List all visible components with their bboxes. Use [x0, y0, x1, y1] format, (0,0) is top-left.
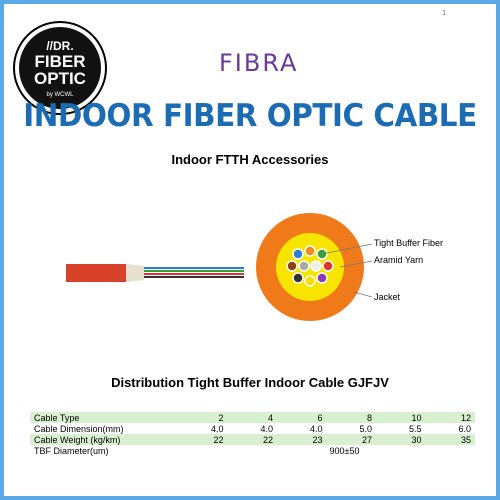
- diagram-label: Aramid Yarn: [374, 255, 424, 265]
- table-cell: 5.5: [408, 423, 422, 434]
- table-row: Cable Dimension(mm) 4.0 4.0 4.0 5.0 5.5 6.0: [30, 423, 475, 434]
- badge: //DR. FIBER OPTIC by WCWL: [13, 21, 107, 115]
- table-cell: Cable Type: [30, 412, 178, 423]
- table-row: Cable Weight (kg/km) 22 22 23 27 30 35: [30, 434, 475, 445]
- badge-text: by WCWL: [47, 92, 75, 98]
- diagram-label: Jacket: [374, 292, 401, 302]
- table-cell: 8: [326, 412, 376, 423]
- page-number: 1: [442, 10, 446, 17]
- table-cell: 22: [227, 434, 277, 445]
- table-cell: 10: [376, 412, 426, 423]
- table-cell: 6: [277, 412, 327, 423]
- table-cell: 6.0: [458, 423, 471, 434]
- table-cell: 22: [178, 434, 228, 445]
- brand: FIBRA: [219, 49, 299, 77]
- badge-text: //DR.: [46, 39, 73, 53]
- spec-table: Cable Type 2 4 6 8 10 12 Cable Dimension(mm) 4.0…: [30, 412, 475, 456]
- table-row: TBF Diameter(um) 900±50: [30, 445, 475, 456]
- table-cell: 35: [425, 434, 475, 445]
- table-cell: 5.0: [359, 423, 372, 434]
- table-cell: 30: [376, 434, 426, 445]
- table-cell: 900±50: [329, 445, 360, 456]
- caption: Distribution Tight Buffer Indoor Cable G…: [111, 375, 389, 390]
- badge-text: OPTIC: [34, 69, 86, 88]
- table-cell: 4.0: [210, 423, 224, 434]
- table-cell: 23: [277, 434, 327, 445]
- table-cell: Cable Weight (kg/km): [30, 434, 178, 445]
- table-cell: 4: [227, 412, 277, 423]
- badge-text: FIBER: [35, 52, 86, 71]
- table-cell: 12: [425, 412, 475, 423]
- table-cell: 4.0: [260, 423, 273, 434]
- title: INDOOR FIBER OPTIC CABLE: [23, 98, 477, 134]
- table-cell: Cable Dimension(mm): [34, 423, 124, 434]
- table-cell: 4.0: [309, 423, 323, 434]
- table-cell: TBF Diameter(um): [34, 445, 109, 456]
- cable-illustration: [66, 213, 373, 321]
- table-cell: 27: [326, 434, 376, 445]
- subtitle: Indoor FTTH Accessories: [171, 152, 329, 167]
- table-row: Cable Type 2 4 6 8 10 12: [30, 412, 475, 423]
- table-cell: 2: [178, 412, 228, 423]
- diagram-label: Tight Buffer Fiber: [374, 238, 444, 248]
